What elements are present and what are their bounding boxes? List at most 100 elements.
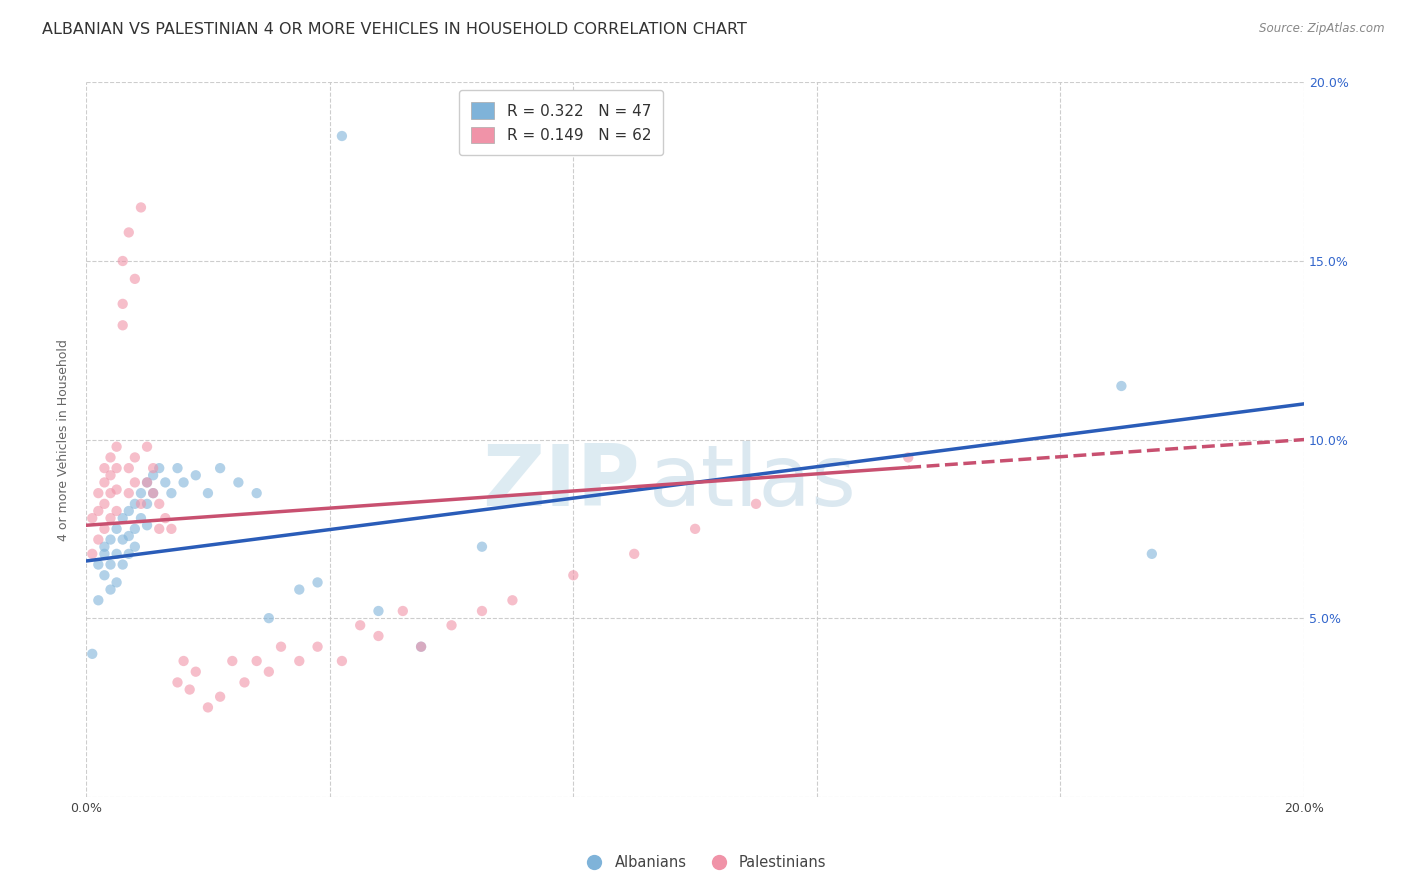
Point <box>501 593 523 607</box>
Point <box>166 675 188 690</box>
Point <box>111 558 134 572</box>
Point <box>184 468 207 483</box>
Point <box>129 201 152 215</box>
Point <box>246 654 269 668</box>
Point <box>391 604 413 618</box>
Point <box>209 690 232 704</box>
Y-axis label: 4 or more Vehicles in Household: 4 or more Vehicles in Household <box>58 339 70 541</box>
Point <box>93 522 115 536</box>
Point <box>111 254 134 268</box>
Point <box>129 486 152 500</box>
Text: ALBANIAN VS PALESTINIAN 4 OR MORE VEHICLES IN HOUSEHOLD CORRELATION CHART: ALBANIAN VS PALESTINIAN 4 OR MORE VEHICL… <box>42 22 747 37</box>
Point <box>148 461 170 475</box>
Point <box>209 461 232 475</box>
Point <box>307 640 329 654</box>
Point <box>136 518 159 533</box>
Point <box>142 486 165 500</box>
Point <box>93 497 115 511</box>
Point <box>228 475 250 490</box>
Point <box>82 547 104 561</box>
Point <box>136 497 159 511</box>
Point <box>124 540 146 554</box>
Point <box>93 475 115 490</box>
Point <box>100 450 122 465</box>
Point <box>166 461 188 475</box>
Point <box>440 618 463 632</box>
Point <box>148 522 170 536</box>
Point <box>136 475 159 490</box>
Point <box>124 522 146 536</box>
Point <box>100 558 122 572</box>
Point <box>124 272 146 286</box>
Point <box>118 461 141 475</box>
Text: atlas: atlas <box>648 441 856 524</box>
Point <box>160 486 183 500</box>
Point <box>367 629 389 643</box>
Point <box>111 318 134 333</box>
Point <box>105 522 128 536</box>
Point <box>307 575 329 590</box>
Point <box>111 533 134 547</box>
Point <box>288 582 311 597</box>
Point <box>683 522 706 536</box>
Point <box>124 450 146 465</box>
Point <box>118 504 141 518</box>
Point <box>124 497 146 511</box>
Point <box>233 675 256 690</box>
Point <box>409 640 432 654</box>
Point <box>93 540 115 554</box>
Point <box>288 654 311 668</box>
Point <box>142 461 165 475</box>
Point <box>257 665 280 679</box>
Point <box>1140 547 1163 561</box>
Point <box>142 468 165 483</box>
Point <box>184 665 207 679</box>
Point <box>179 682 201 697</box>
Point <box>155 475 177 490</box>
Point <box>221 654 243 668</box>
Point <box>136 440 159 454</box>
Point <box>562 568 585 582</box>
Point <box>897 450 920 465</box>
Point <box>173 475 195 490</box>
Point <box>349 618 371 632</box>
Point <box>87 558 110 572</box>
Point <box>118 529 141 543</box>
Point <box>118 226 141 240</box>
Point <box>87 533 110 547</box>
Point <box>173 654 195 668</box>
Legend: R = 0.322   N = 47, R = 0.149   N = 62: R = 0.322 N = 47, R = 0.149 N = 62 <box>460 90 664 155</box>
Point <box>87 486 110 500</box>
Point <box>100 486 122 500</box>
Point <box>111 511 134 525</box>
Point <box>409 640 432 654</box>
Point <box>105 575 128 590</box>
Point <box>105 461 128 475</box>
Point <box>257 611 280 625</box>
Point <box>330 128 353 143</box>
Point <box>745 497 768 511</box>
Point <box>87 504 110 518</box>
Point <box>93 547 115 561</box>
Point <box>105 440 128 454</box>
Point <box>270 640 292 654</box>
Point <box>100 468 122 483</box>
Point <box>105 547 128 561</box>
Point <box>1111 379 1133 393</box>
Point <box>105 504 128 518</box>
Point <box>111 297 134 311</box>
Point <box>148 497 170 511</box>
Point <box>197 486 219 500</box>
Point <box>124 475 146 490</box>
Point <box>93 568 115 582</box>
Point <box>160 522 183 536</box>
Point <box>471 540 494 554</box>
Point <box>118 486 141 500</box>
Text: ZIP: ZIP <box>482 441 640 524</box>
Point <box>100 582 122 597</box>
Point <box>129 511 152 525</box>
Point <box>471 604 494 618</box>
Point <box>136 475 159 490</box>
Point <box>100 511 122 525</box>
Point <box>82 511 104 525</box>
